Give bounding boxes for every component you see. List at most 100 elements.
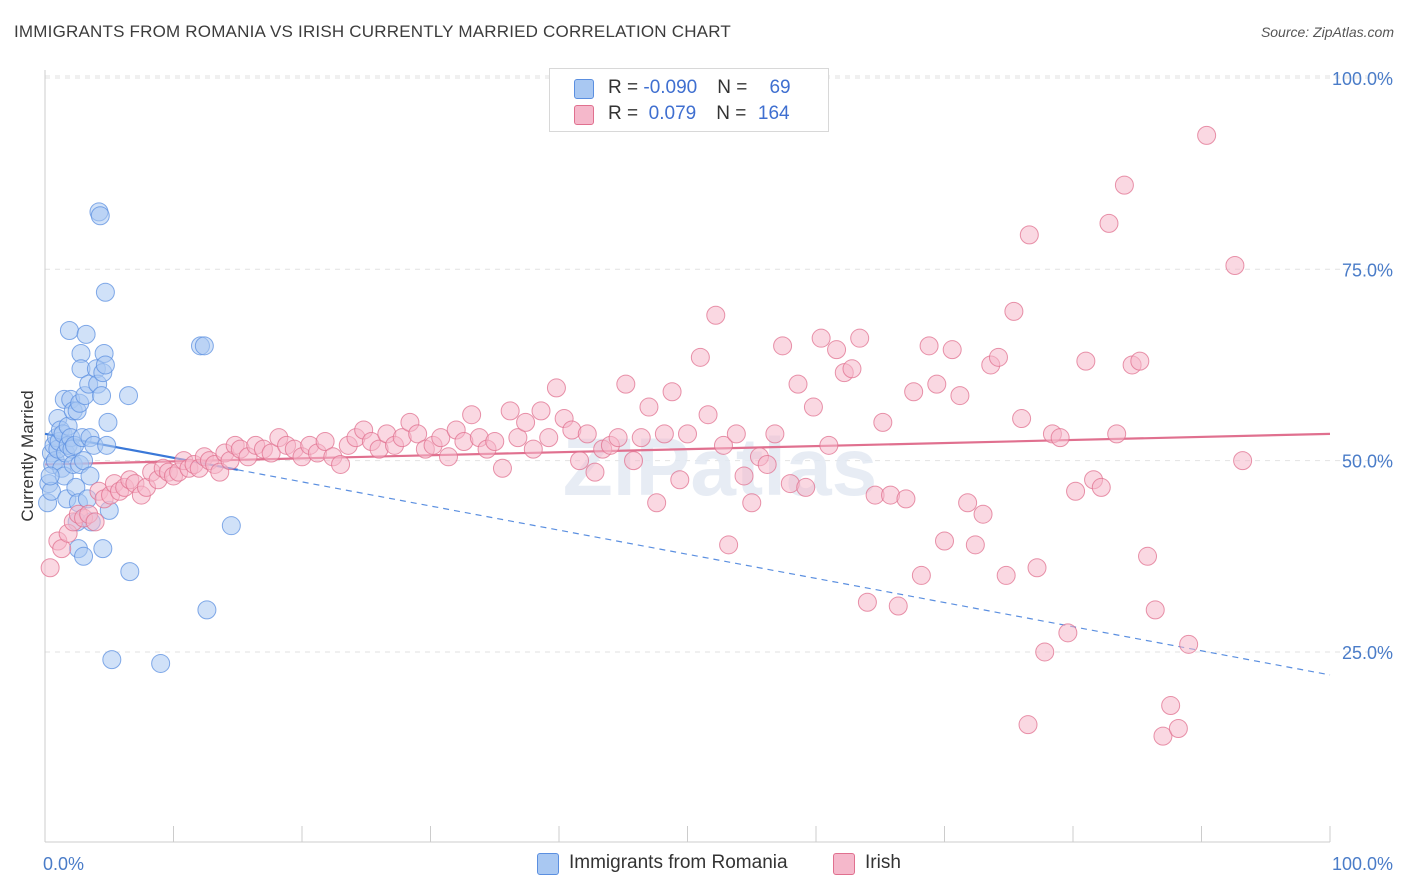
point-irish: [1130, 351, 1150, 371]
point-irish: [1012, 409, 1032, 429]
x-tick-label-min: 0.0%: [43, 854, 84, 874]
legend-n-label: N =: [716, 103, 752, 124]
point-irish: [1027, 558, 1047, 578]
legend-r-label: R =: [608, 77, 644, 98]
point-irish: [734, 466, 754, 486]
point-irish: [796, 477, 816, 497]
point-irish: [958, 493, 978, 513]
point-irish: [516, 412, 536, 432]
point-romania: [90, 206, 110, 226]
point-irish: [1004, 301, 1024, 321]
correlation-legend: R = -0.090 N = 69 R = 0.079 N = 164: [549, 68, 829, 132]
point-irish: [678, 424, 697, 444]
bottom-legend-label-romania: Immigrants from Romania: [569, 852, 788, 873]
point-romania: [120, 562, 140, 582]
point-irish: [850, 328, 870, 348]
point-irish: [492, 458, 512, 478]
y-axis-label: Currently Married: [18, 390, 37, 521]
point-romania: [221, 516, 241, 536]
point-romania: [74, 546, 94, 566]
point-irish: [935, 531, 954, 551]
y-tick-label: 100.0%: [1332, 69, 1393, 89]
point-irish: [788, 374, 808, 394]
tick-labels: 25.0% 50.0% 75.0% 100.0% 0.0% 100.0%: [43, 69, 1393, 874]
point-irish: [719, 535, 739, 555]
point-irish: [896, 489, 916, 509]
point-romania: [93, 539, 113, 559]
legend-n-value: 164: [757, 103, 790, 124]
point-irish: [315, 432, 335, 451]
point-romania: [76, 324, 96, 344]
point-irish: [431, 428, 451, 448]
point-irish: [1091, 477, 1111, 497]
legend-swatch-romania: [574, 79, 594, 99]
point-irish: [857, 592, 877, 612]
point-irish: [1076, 351, 1096, 371]
point-irish: [1066, 481, 1086, 501]
point-romania: [95, 355, 115, 375]
legend-r-value: 0.079: [643, 103, 697, 124]
point-irish: [706, 305, 726, 325]
point-irish: [888, 596, 908, 616]
point-irish: [624, 451, 644, 471]
point-irish: [773, 336, 793, 356]
point-irish: [1168, 719, 1188, 738]
point-irish: [713, 435, 733, 455]
point-irish: [639, 397, 659, 417]
point-irish: [1018, 715, 1038, 735]
legend-row-irish: R = 0.079 N = 164: [574, 102, 790, 128]
point-irish: [485, 432, 505, 451]
point-irish: [1225, 255, 1245, 275]
point-irish: [996, 565, 1016, 585]
point-irish: [261, 443, 281, 463]
chart-title: IMMIGRANTS FROM ROMANIA VS IRISH CURRENT…: [14, 22, 731, 41]
point-romania: [95, 282, 115, 302]
point-irish: [1145, 600, 1165, 620]
point-irish: [577, 424, 597, 444]
point-romania: [98, 412, 118, 432]
point-irish: [690, 347, 710, 367]
point-irish: [539, 428, 559, 448]
point-irish: [1058, 623, 1078, 643]
y-tick-label: 75.0%: [1342, 260, 1393, 280]
bottom-legend-swatch-irish: [833, 853, 855, 875]
point-irish: [40, 558, 60, 578]
point-romania: [119, 386, 139, 406]
point-romania: [80, 466, 100, 486]
trend-line-extension: [237, 469, 1331, 676]
point-irish: [523, 439, 543, 459]
point-irish: [608, 428, 628, 448]
point-irish: [742, 493, 762, 513]
point-irish: [973, 504, 993, 524]
bottom-legend-swatch-romania: [537, 853, 559, 875]
point-irish: [331, 454, 351, 474]
point-irish: [765, 424, 785, 444]
source-label: Source: ZipAtlas.com: [1260, 24, 1394, 40]
point-irish: [647, 493, 667, 513]
point-irish: [662, 382, 682, 402]
point-irish: [911, 565, 931, 585]
point-romania: [92, 386, 112, 406]
point-irish: [1050, 428, 1070, 448]
point-irish: [950, 386, 970, 406]
point-irish: [726, 424, 746, 444]
legend-r-value: -0.090: [643, 77, 698, 98]
point-irish: [698, 405, 718, 425]
point-irish: [1179, 634, 1199, 654]
point-irish: [919, 336, 939, 356]
y-tick-label: 50.0%: [1342, 452, 1393, 472]
legend-r-label: R =: [608, 103, 644, 124]
legend-swatch-irish: [574, 105, 594, 125]
point-irish: [1019, 225, 1039, 245]
point-irish: [670, 470, 690, 490]
point-irish: [842, 359, 862, 379]
point-irish: [546, 378, 566, 398]
point-irish: [819, 435, 839, 455]
point-irish: [85, 512, 105, 532]
point-irish: [500, 401, 520, 421]
point-irish: [904, 382, 924, 402]
point-irish: [1114, 175, 1134, 195]
point-irish: [1035, 642, 1055, 662]
point-irish: [827, 340, 847, 360]
